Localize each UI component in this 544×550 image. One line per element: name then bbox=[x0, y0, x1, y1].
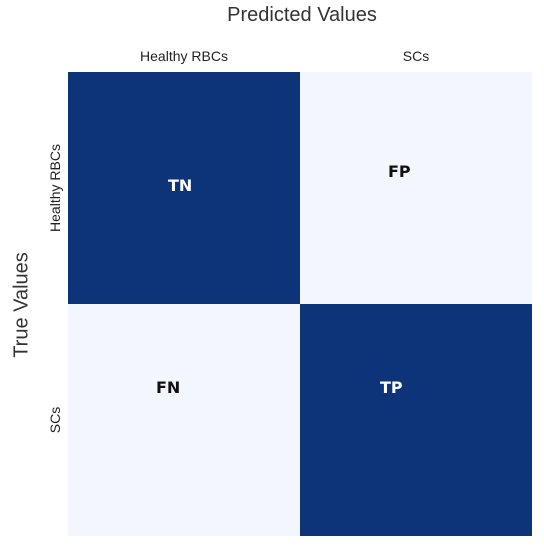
cell-fp: FP bbox=[300, 72, 532, 304]
column-label-healthy-rbcs: Healthy RBCs bbox=[140, 48, 228, 64]
confusion-matrix: TN FP FN TP bbox=[68, 72, 532, 536]
x-axis-title: Predicted Values bbox=[227, 4, 377, 26]
y-axis-title: True Values bbox=[10, 252, 33, 358]
column-label-scs: SCs bbox=[402, 48, 430, 64]
cell-label-tp: TP bbox=[380, 378, 403, 397]
cell-label-fn: FN bbox=[156, 378, 181, 397]
row-label-healthy-rbcs: Healthy RBCs bbox=[47, 144, 63, 232]
cell-tp: TP bbox=[300, 304, 532, 536]
row-label-scs: SCs bbox=[47, 406, 63, 434]
cell-tn: TN bbox=[68, 72, 300, 304]
cell-label-fp: FP bbox=[388, 162, 411, 181]
cell-label-tn: TN bbox=[168, 176, 193, 195]
cell-fn: FN bbox=[68, 304, 300, 536]
